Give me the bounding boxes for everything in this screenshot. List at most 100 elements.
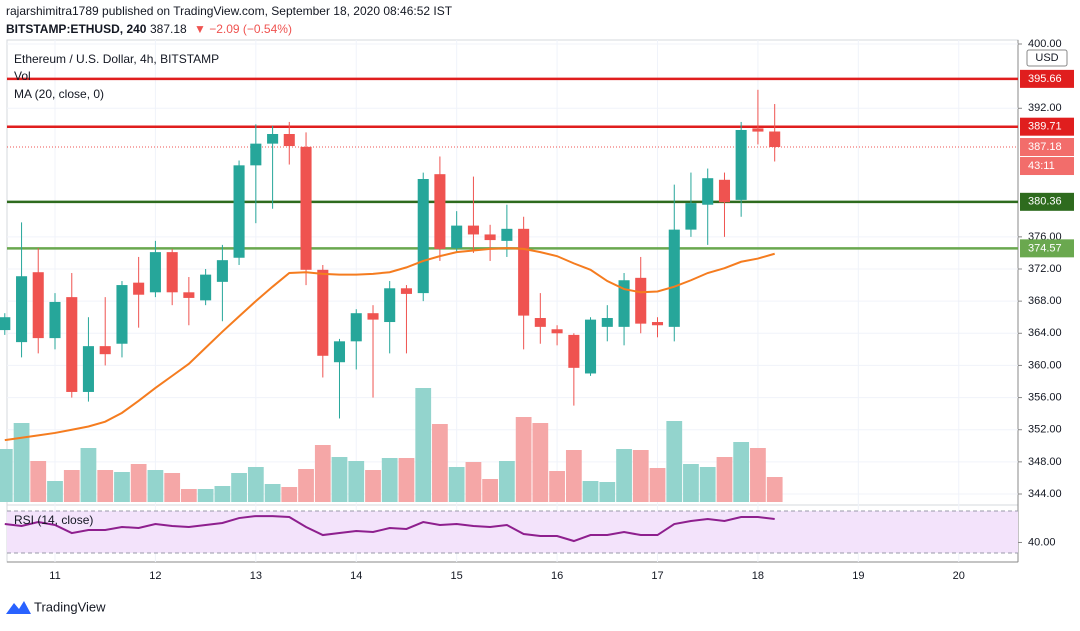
x-tick-label: 15 [451, 570, 463, 582]
candle-body [551, 329, 563, 334]
level-label: 380.36 [1028, 196, 1062, 208]
candle-body [0, 317, 11, 331]
x-tick-label: 13 [250, 570, 262, 582]
volume-bar [750, 448, 766, 502]
x-tick-label: 20 [953, 570, 965, 582]
x-tick-label: 18 [752, 570, 764, 582]
level-label: 389.71 [1028, 121, 1062, 133]
candle-body [116, 285, 128, 344]
ma-line [4, 247, 775, 442]
candle-body [300, 146, 312, 270]
last-price-label: 387.18 [1028, 141, 1062, 153]
candle-body [735, 129, 747, 200]
candle-body [283, 134, 295, 147]
unit-box [1026, 49, 1068, 67]
volume-bar [298, 469, 314, 502]
candle-body [685, 203, 697, 230]
candle-body [651, 322, 664, 326]
candle-body [518, 228, 530, 316]
candle-body [718, 179, 731, 203]
volume-bar [130, 464, 147, 502]
volume-bar [331, 457, 348, 502]
candle-body [200, 274, 212, 301]
volume-bar [699, 467, 716, 502]
volume-bar [114, 472, 130, 502]
volume-bar [432, 424, 448, 502]
y-tick-label: 356.00 [1028, 391, 1062, 403]
y-tick-label: 392.00 [1028, 102, 1062, 114]
candle-body [451, 225, 463, 249]
y-tick-label: 368.00 [1028, 295, 1062, 307]
volume-bar [314, 445, 331, 502]
candle-body [668, 229, 680, 327]
candle-body [233, 165, 245, 258]
candle-body [350, 313, 362, 342]
candle-body [568, 334, 580, 368]
candle-body [317, 269, 329, 356]
volume-bar [532, 423, 549, 502]
rsi-tick-label: 40.00 [1028, 536, 1056, 548]
volume-bar [733, 442, 750, 502]
candle-body [534, 318, 546, 327]
ma-legend: MA (20, close, 0) [14, 87, 104, 101]
candle-body [769, 131, 781, 148]
level-label: 374.57 [1028, 242, 1062, 254]
volume-bar [448, 467, 465, 502]
volume-bar [13, 423, 30, 502]
volume-bar [80, 448, 97, 502]
candle-body [267, 134, 279, 144]
x-tick-label: 12 [149, 570, 161, 582]
volume-bar [164, 473, 181, 502]
x-tick-label: 11 [49, 570, 60, 582]
volume-bar [616, 449, 632, 502]
y-tick-label: 372.00 [1028, 263, 1062, 275]
candle-body [166, 252, 178, 293]
volume-bar [381, 458, 398, 502]
volume-bar [0, 449, 13, 502]
candle-body [99, 346, 111, 355]
volume-bar [281, 487, 298, 502]
level-label-box [1020, 69, 1074, 88]
volume-bar [599, 482, 616, 502]
volume-bar [147, 470, 164, 502]
candle-body [384, 288, 396, 323]
rsi-line [4, 515, 775, 543]
volume-bar [415, 388, 432, 502]
y-tick-label: 344.00 [1028, 488, 1062, 500]
y-tick-label: 400.00 [1028, 38, 1062, 50]
symbol: BITSTAMP:ETHUSD, 240 [6, 22, 147, 36]
volume-bar [30, 461, 47, 502]
candle-body [367, 313, 379, 320]
volume-bar [683, 464, 699, 502]
y-tick-label: 364.00 [1028, 327, 1062, 339]
candle-body [82, 346, 94, 392]
volume-bar [582, 481, 599, 502]
logo-text: TradingView [34, 599, 106, 614]
volume-bar [398, 458, 415, 502]
x-tick-label: 16 [551, 570, 563, 582]
candle-body [183, 292, 195, 298]
x-tick-label: 14 [350, 570, 362, 582]
logo-icon [6, 601, 31, 614]
last: 387.18 [150, 22, 187, 36]
volume-bar [465, 462, 482, 502]
volume-bar [515, 417, 532, 502]
candle-body [49, 301, 61, 339]
y-tick-label: 348.00 [1028, 456, 1062, 468]
candle-body [32, 272, 44, 339]
volume-bar [498, 461, 515, 502]
countdown-label: 43:11 [1028, 160, 1055, 172]
candle-body [501, 228, 513, 241]
volume-bar [649, 468, 666, 502]
candle-body [467, 225, 479, 235]
volume-bar [565, 450, 582, 502]
y-tick-label: 360.00 [1028, 359, 1062, 371]
candle-body [400, 288, 412, 294]
rsi-band [7, 511, 1018, 553]
volume-bar [97, 470, 114, 502]
candle-body [434, 174, 446, 249]
volume-bar [666, 421, 683, 502]
marks [0, 77, 1018, 543]
volume-bar [348, 461, 365, 502]
